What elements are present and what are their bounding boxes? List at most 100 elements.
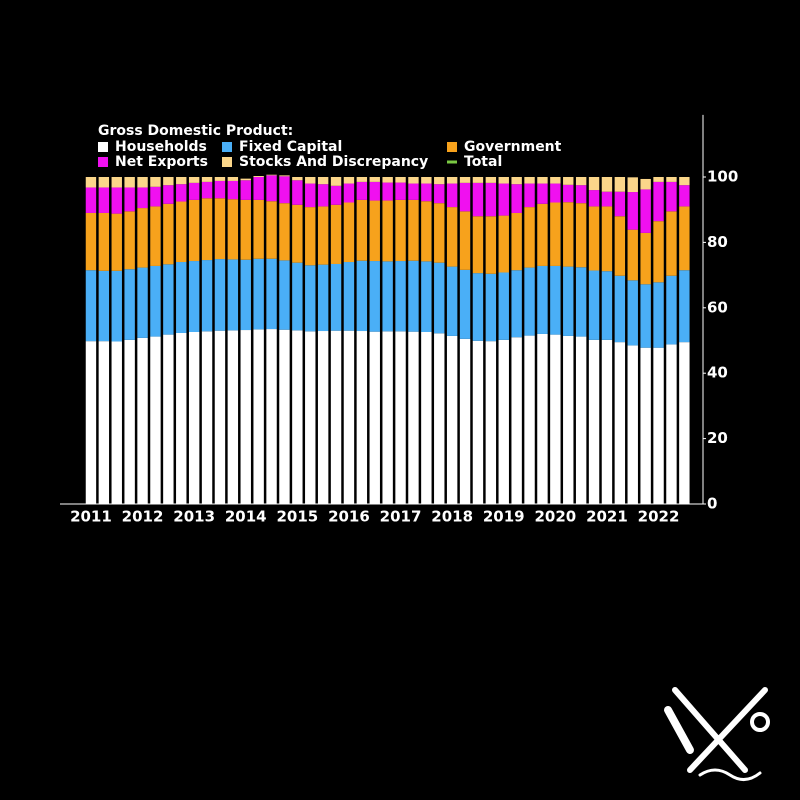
bar-segment — [666, 177, 677, 182]
logo — [664, 687, 770, 781]
bar-segment — [201, 198, 213, 261]
bar-segment — [421, 331, 432, 504]
bar-segment — [614, 191, 626, 217]
bar-segment — [343, 183, 355, 203]
bar-segment — [176, 262, 187, 333]
bar-segment — [395, 331, 406, 504]
bar-segment — [188, 261, 200, 332]
bar-segment — [653, 347, 664, 504]
bar-segment — [150, 186, 161, 207]
legend-title: Gross Domestic Product: — [98, 123, 293, 139]
bar-segment — [511, 212, 522, 271]
bar-segment — [524, 207, 535, 268]
bar-segment — [163, 334, 174, 504]
bar-segment — [640, 284, 651, 348]
bar-segment — [472, 182, 484, 217]
bar-segment — [369, 261, 380, 332]
bar-segment — [627, 229, 638, 281]
bar-segment — [240, 330, 251, 504]
legend-swatch — [98, 157, 108, 167]
bar-segment — [666, 275, 677, 345]
bar-segment — [511, 270, 522, 338]
bar-segment — [446, 183, 458, 208]
x-tick-label: 2014 — [225, 508, 267, 526]
bar-segment — [163, 185, 174, 204]
bar-segment — [550, 334, 561, 504]
bar-segment — [253, 177, 264, 200]
bar-segment — [588, 206, 600, 271]
logo-key — [750, 712, 770, 732]
bar-segment — [459, 177, 471, 183]
bar-segment — [421, 183, 432, 202]
bar-segment — [537, 265, 548, 334]
bar-segment — [666, 344, 677, 504]
bar-segment — [163, 203, 174, 265]
y-tick-label: 60 — [707, 298, 728, 316]
bar-segment — [317, 206, 329, 265]
bar-segment — [317, 264, 329, 332]
bar-segment — [601, 191, 613, 207]
bar-segment — [563, 266, 574, 336]
legend: Gross Domestic Product: Households Fixed … — [98, 123, 562, 170]
bar-segment — [601, 177, 613, 192]
y-tick-label: 40 — [707, 364, 728, 382]
bar-segment — [356, 260, 368, 332]
bar-segment — [408, 199, 419, 261]
bar-segment — [382, 177, 393, 183]
bar-segment — [472, 177, 484, 183]
bar-segment — [163, 177, 174, 186]
bar-segment — [498, 272, 509, 340]
bar-segment — [601, 339, 613, 504]
bar-segment — [524, 183, 535, 208]
legend-swatch — [447, 142, 457, 152]
bar-segment — [214, 259, 226, 331]
bar-segment — [614, 177, 626, 192]
bar-segment — [408, 331, 419, 504]
bar-segment — [279, 203, 290, 261]
bar-segment — [356, 177, 368, 182]
bar-segment — [266, 258, 277, 330]
bar-segment — [85, 187, 97, 213]
legend-swatch — [98, 142, 108, 152]
bar-segment — [485, 216, 497, 274]
bar-segment — [240, 178, 251, 181]
bar-segment — [305, 265, 316, 332]
bar-segment — [408, 183, 419, 200]
bar-segment — [150, 265, 161, 337]
bar-segment — [524, 267, 535, 336]
bar-segment — [640, 232, 651, 285]
bar-segment — [550, 183, 561, 203]
bar-segment — [446, 177, 458, 184]
bar-segment — [614, 216, 626, 276]
bar-segment — [369, 181, 380, 201]
bar-segment — [343, 330, 355, 504]
bar-segment — [395, 177, 406, 183]
bar-segment — [176, 201, 187, 263]
bar-segment — [369, 200, 380, 262]
bar-segment — [85, 341, 97, 504]
bar-segment — [575, 203, 587, 268]
bar-segment — [511, 177, 522, 185]
bar-segment — [421, 261, 432, 332]
bar-segment — [85, 212, 97, 271]
bar-segment — [588, 190, 600, 207]
bar-segment — [537, 333, 548, 504]
bar-segment — [317, 177, 329, 185]
legend-label: Government — [464, 139, 562, 155]
bar-segment — [201, 260, 213, 332]
legend-label: Households — [115, 139, 207, 155]
bar-segment — [356, 181, 368, 200]
bar-segment — [201, 177, 213, 182]
y-tick-label: 0 — [707, 495, 717, 513]
bar-segment — [627, 177, 638, 193]
bar-segment — [472, 216, 484, 274]
bar-segment — [537, 203, 548, 266]
bar-segment — [330, 185, 342, 205]
bar-segment — [382, 200, 393, 262]
bar-segment — [537, 183, 548, 204]
bar-segment — [601, 271, 613, 340]
bar-segment — [434, 262, 445, 334]
bar-segment — [640, 347, 651, 504]
bar-segment — [446, 207, 458, 267]
bar-segment — [137, 208, 148, 268]
